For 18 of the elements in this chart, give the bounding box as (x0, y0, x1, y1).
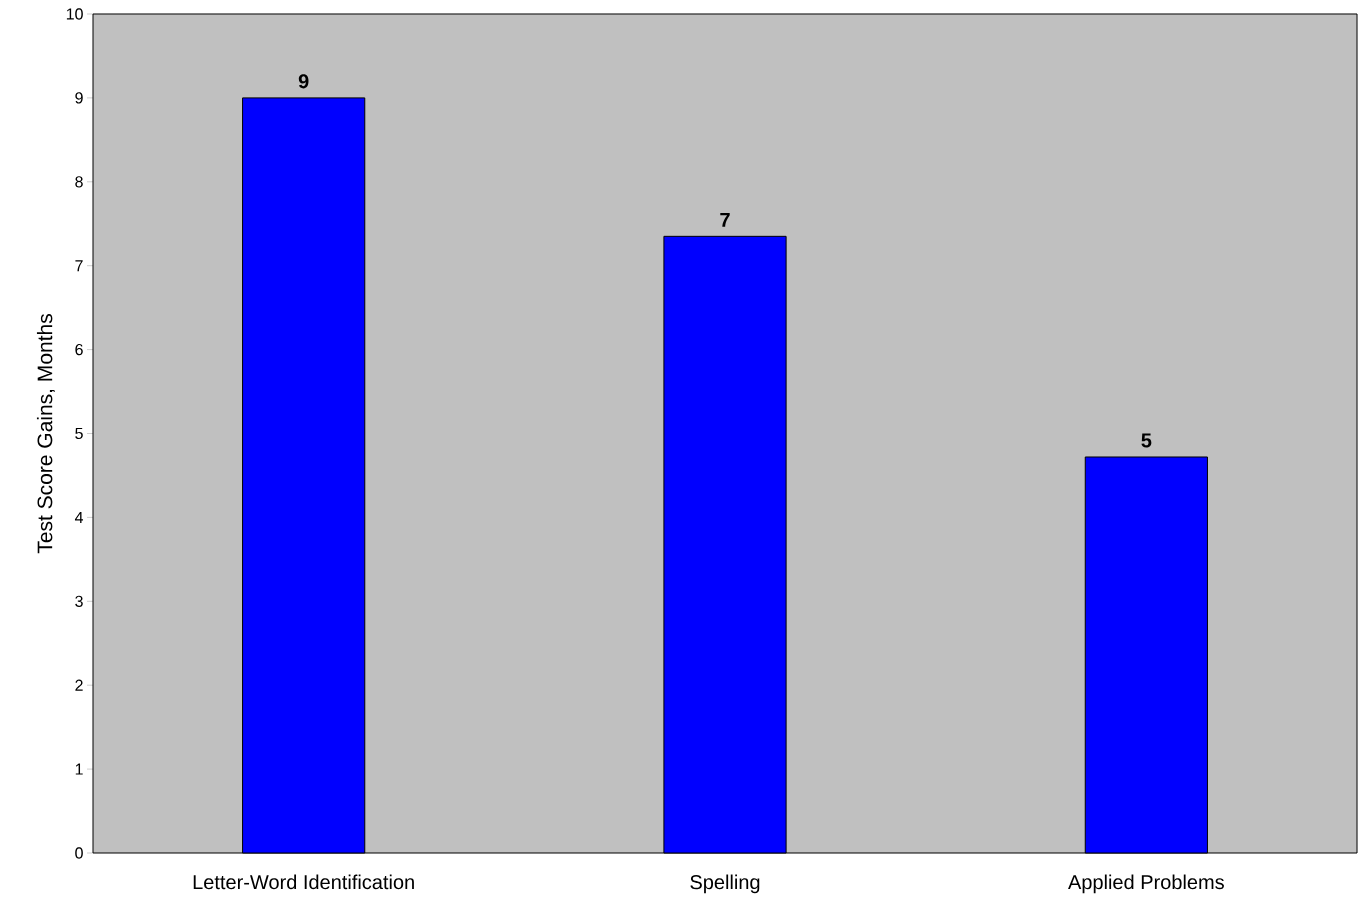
x-tick-label: Applied Problems (1068, 874, 1224, 894)
y-tick-label: 3 (75, 595, 83, 607)
data-label: 5 (1141, 433, 1152, 448)
y-tick-label: 8 (75, 176, 83, 188)
y-tick-label: 4 (74, 511, 84, 523)
data-label: 7 (720, 213, 730, 227)
y-tick-label: 7 (75, 260, 83, 272)
y-tick-label: 1 (75, 763, 83, 775)
y-tick-label: 0 (75, 847, 83, 859)
y-tick-label: 6 (75, 343, 83, 356)
x-tick-label: Letter-Word Identification (193, 874, 414, 890)
y-tick-label: 2 (75, 679, 83, 691)
y-tick-label: 9 (75, 92, 83, 104)
y-tick-label: 5 (75, 427, 83, 440)
data-label: 9 (298, 74, 309, 89)
y-axis-title: Test Score Gains, Months (36, 314, 55, 554)
x-tick-label: Spelling (690, 874, 760, 894)
y-tick-label: 10 (66, 8, 83, 20)
